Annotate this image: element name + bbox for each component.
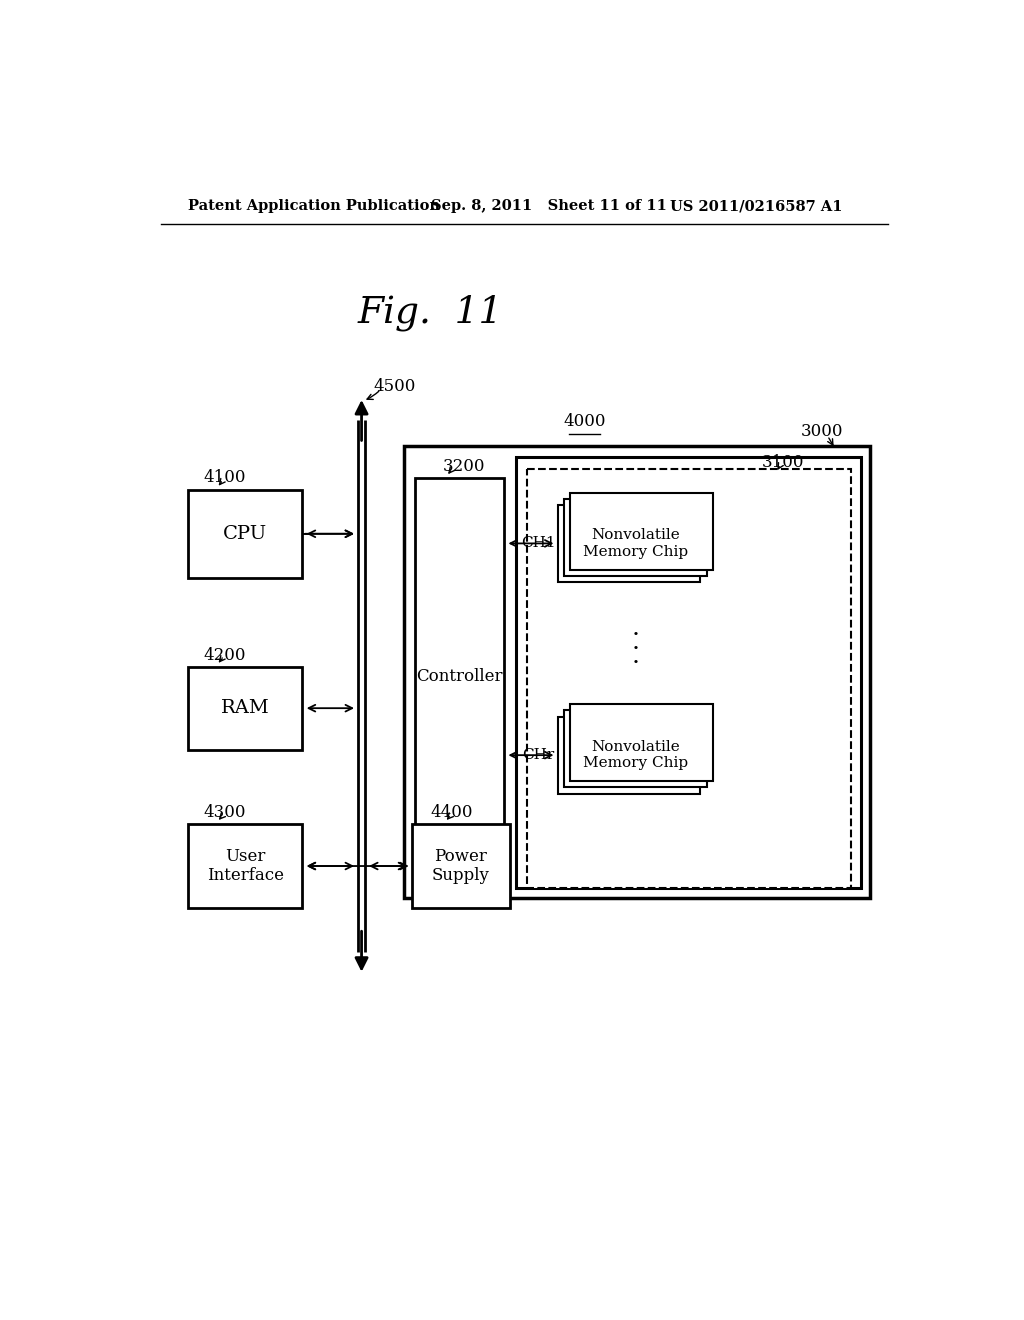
Bar (558, 506, 700, 582)
Text: 4500: 4500 (374, 378, 416, 395)
Bar (403, 446, 869, 899)
Text: RAM: RAM (221, 700, 269, 717)
Text: Controller: Controller (417, 668, 503, 685)
Text: Nonvolatile
Memory Chip: Nonvolatile Memory Chip (583, 528, 688, 558)
Text: User
Interface: User Interface (207, 847, 284, 884)
Text: CH1: CH1 (521, 536, 556, 550)
Bar (570, 705, 713, 781)
Bar (188, 490, 302, 578)
Bar (558, 717, 700, 793)
Bar (564, 499, 707, 576)
Text: 4000: 4000 (563, 413, 606, 430)
Text: Patent Application Publication: Patent Application Publication (188, 199, 440, 213)
Bar (416, 478, 504, 874)
Text: Sep. 8, 2011   Sheet 11 of 11: Sep. 8, 2011 Sheet 11 of 11 (431, 199, 667, 213)
Bar (564, 710, 707, 788)
Text: 4400: 4400 (431, 804, 473, 821)
Bar (188, 825, 302, 908)
Text: US 2011/0216587 A1: US 2011/0216587 A1 (670, 199, 842, 213)
Text: Fig.  11: Fig. 11 (357, 294, 503, 330)
Text: 3100: 3100 (762, 454, 805, 471)
Text: 4100: 4100 (204, 470, 246, 487)
Bar (515, 457, 860, 888)
Text: 3200: 3200 (442, 458, 485, 475)
Text: 4300: 4300 (204, 804, 246, 821)
Text: Power
Supply: Power Supply (432, 847, 489, 884)
Text: CPU: CPU (223, 525, 267, 543)
Bar (527, 469, 851, 888)
Bar (570, 492, 713, 570)
Bar (188, 667, 302, 750)
Text: CHr: CHr (522, 748, 555, 762)
Text: Nonvolatile
Memory Chip: Nonvolatile Memory Chip (583, 741, 688, 771)
Text: ·: · (631, 652, 639, 675)
Text: 3000: 3000 (801, 424, 843, 441)
Text: ·: · (631, 624, 639, 647)
Text: ·: · (631, 638, 639, 661)
Bar (412, 825, 510, 908)
Text: 4200: 4200 (204, 647, 246, 664)
